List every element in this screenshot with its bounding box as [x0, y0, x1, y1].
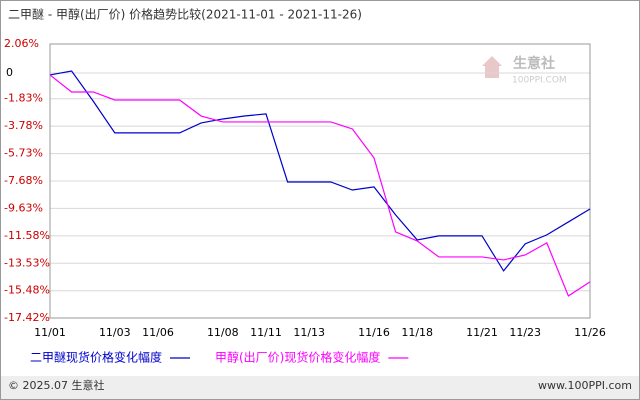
x-tick-label: 11/13 — [293, 326, 325, 339]
series-line — [49, 74, 591, 297]
x-tick-label: 11/06 — [142, 326, 174, 339]
y-tick-label: -3.78% — [4, 119, 43, 132]
watermark: 生意社 — [513, 55, 555, 72]
x-tick-label: 11/03 — [99, 326, 131, 339]
y-tick-label: 2.06% — [4, 37, 39, 50]
plot-border — [49, 43, 591, 319]
x-tick-label: 11/23 — [509, 326, 541, 339]
y-tick-label: -5.73% — [4, 147, 43, 160]
x-tick-label: 11/26 — [574, 326, 606, 339]
y-tick-label: -11.58% — [4, 229, 50, 242]
x-tick-label: 11/01 — [34, 326, 66, 339]
x-tick-label: 11/08 — [207, 326, 239, 339]
y-tick-label: -13.53% — [4, 256, 50, 269]
y-tick-label: -15.48% — [4, 284, 50, 297]
y-tick-label: -1.83% — [4, 92, 43, 105]
footer-url: www.100PPI.com — [538, 379, 632, 392]
series-line — [49, 70, 591, 272]
footer-bar — [1, 376, 639, 399]
x-tick-label: 11/21 — [466, 326, 498, 339]
chart-title: 二甲醚 - 甲醇(出厂价) 价格趋势比较(2021-11-01 - 2021-1… — [8, 7, 362, 22]
x-tick-label: 11/11 — [250, 326, 282, 339]
y-tick-label: -9.63% — [4, 201, 43, 214]
x-tick-label: 11/18 — [401, 326, 433, 339]
footer-copyright: © 2025.07 生意社 — [8, 378, 104, 392]
y-tick-label: -17.42% — [4, 311, 50, 324]
y-tick-label: -7.68% — [4, 174, 43, 187]
legend-label: 甲醇(出厂价)现货价格变化幅度 — [215, 350, 380, 365]
watermark-site: 100PPI.COM — [512, 76, 567, 86]
y-tick-label: 0 — [6, 66, 13, 79]
x-tick-label: 11/16 — [358, 326, 390, 339]
legend-label: 二甲醚现货价格变化幅度 — [30, 350, 162, 365]
